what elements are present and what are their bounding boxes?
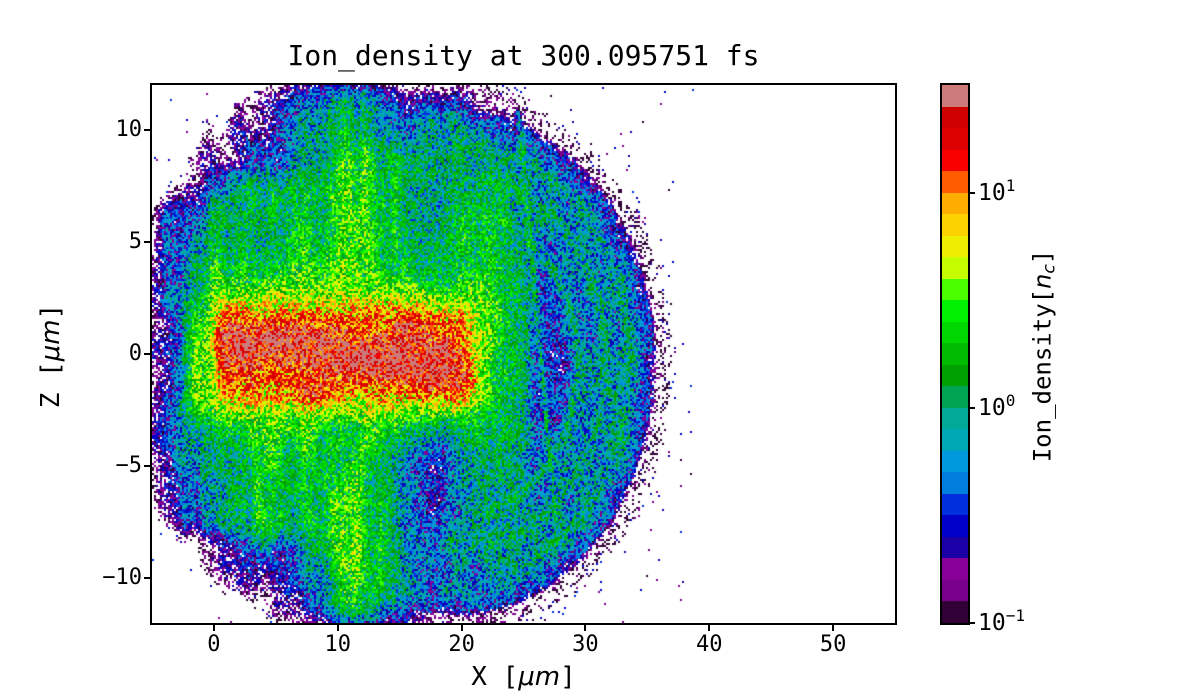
x-tick-mark bbox=[460, 623, 463, 631]
colorbar-band bbox=[942, 85, 968, 107]
colorbar-band bbox=[942, 579, 968, 602]
y-tick-label: 0 bbox=[128, 341, 142, 366]
colorbar-band bbox=[942, 321, 968, 344]
colorbar-tick-label: 101 bbox=[978, 175, 1016, 209]
x-tick-label: 20 bbox=[448, 632, 475, 657]
colorbar-band bbox=[942, 235, 968, 258]
colorbar-tick-exponent: −1 bbox=[1005, 606, 1025, 626]
colorbar-tick-base: 10 bbox=[978, 610, 1006, 636]
colorbar-label: Ion_density[nc] bbox=[1029, 250, 1060, 463]
colorbar-tick-label: 10−1 bbox=[978, 606, 1025, 639]
y-tick-label: −5 bbox=[115, 453, 143, 479]
colorbar-band bbox=[942, 192, 968, 215]
x-axis-label-units: μm bbox=[518, 662, 561, 692]
y-tick-label: 10 bbox=[115, 116, 143, 142]
plot-title: Ion_density at 300.095751 fs bbox=[287, 39, 760, 72]
x-axis-label: X [μm] bbox=[150, 662, 897, 692]
colorbar-band bbox=[942, 472, 968, 494]
colorbar-band bbox=[942, 149, 968, 172]
x-axis-label-post: ] bbox=[560, 662, 576, 692]
colorbar-band bbox=[942, 601, 968, 623]
y-tick-mark bbox=[144, 240, 152, 243]
colorbar-band bbox=[942, 536, 968, 559]
x-tick-label: 10 bbox=[324, 632, 352, 657]
colorbar-label-pre: Ion_density[ bbox=[1028, 288, 1057, 463]
colorbar-tick-exponent: 1 bbox=[1005, 175, 1016, 195]
colorbar-band bbox=[942, 257, 968, 279]
colorbar-band bbox=[942, 171, 968, 193]
colorbar-tick-exponent: 0 bbox=[1005, 390, 1016, 410]
y-tick-mark bbox=[144, 577, 152, 580]
y-tick-label: −10 bbox=[102, 565, 142, 591]
colorbar-band bbox=[942, 558, 968, 580]
colorbar-band bbox=[942, 214, 968, 236]
colorbar-tick-mark bbox=[968, 191, 975, 194]
colorbar-band bbox=[942, 278, 968, 301]
colorbar-tick-base: 10 bbox=[978, 394, 1006, 421]
colorbar-band bbox=[942, 407, 968, 430]
y-tick-mark bbox=[144, 128, 152, 131]
x-tick-mark bbox=[212, 623, 215, 631]
colorbar-band bbox=[942, 128, 968, 150]
x-tick-label: 30 bbox=[572, 632, 599, 657]
x-tick-mark bbox=[584, 623, 587, 631]
colorbar-tick-mark bbox=[968, 622, 975, 624]
colorbar-tick-mark bbox=[968, 406, 975, 409]
y-tick-mark bbox=[144, 465, 152, 468]
x-tick-mark bbox=[708, 623, 711, 631]
y-tick-mark bbox=[144, 353, 152, 355]
y-axis-label-post: ] bbox=[36, 303, 66, 320]
colorbar-band bbox=[942, 343, 968, 365]
colorbar-band bbox=[942, 493, 968, 516]
colorbar-label-post: ] bbox=[1028, 249, 1057, 265]
colorbar-tick-label: 100 bbox=[978, 390, 1016, 424]
ion-density-heatmap bbox=[152, 85, 895, 623]
colorbar-band bbox=[942, 450, 968, 473]
colorbar-band bbox=[942, 429, 968, 451]
x-tick-mark bbox=[336, 623, 339, 631]
x-axis-label-pre: X [ bbox=[471, 662, 519, 692]
y-tick-label: 5 bbox=[128, 228, 142, 254]
colorbar-band bbox=[942, 515, 968, 537]
colorbar bbox=[940, 83, 970, 625]
x-tick-label: 50 bbox=[819, 632, 847, 657]
x-tick-mark bbox=[832, 623, 835, 631]
x-tick-label: 0 bbox=[207, 632, 221, 657]
colorbar-tick-base: 10 bbox=[978, 179, 1006, 206]
y-axis-label-pre: Z [ bbox=[36, 361, 66, 409]
colorbar-band bbox=[942, 106, 968, 129]
colorbar-label-symbol: n bbox=[1028, 273, 1057, 289]
colorbar-band bbox=[942, 300, 968, 322]
colorbar-label-subscript: c bbox=[1039, 264, 1060, 274]
x-tick-label: 40 bbox=[696, 632, 723, 657]
colorbar-band bbox=[942, 364, 968, 387]
colorbar-band bbox=[942, 386, 968, 408]
